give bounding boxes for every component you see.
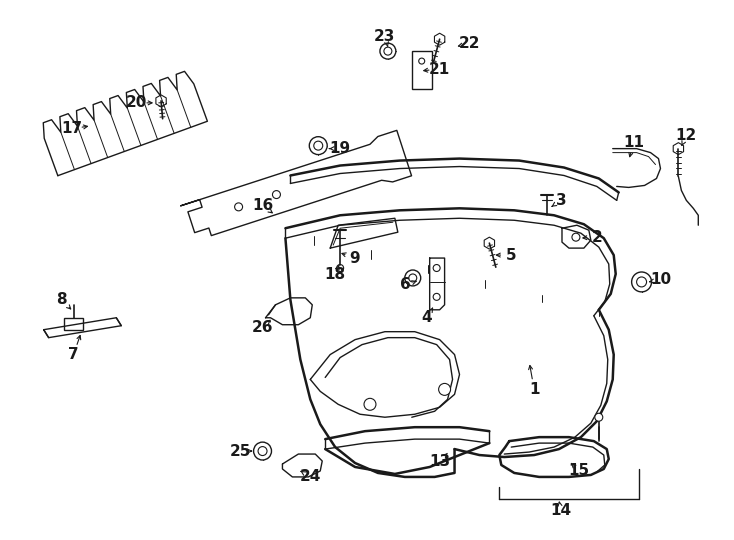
Text: 23: 23 [374, 29, 396, 44]
Text: 10: 10 [650, 273, 671, 287]
Circle shape [309, 137, 327, 154]
Text: 17: 17 [61, 122, 82, 136]
Text: 3: 3 [556, 193, 567, 208]
Text: 21: 21 [429, 62, 450, 77]
Text: 14: 14 [550, 503, 572, 518]
Text: 26: 26 [252, 320, 273, 335]
Circle shape [253, 442, 272, 460]
Text: 22: 22 [459, 36, 480, 51]
Circle shape [439, 383, 451, 395]
Text: 4: 4 [421, 310, 432, 325]
Circle shape [595, 413, 603, 421]
Text: 18: 18 [324, 267, 346, 282]
Text: 15: 15 [568, 463, 589, 478]
Text: 12: 12 [676, 128, 697, 143]
Circle shape [364, 399, 376, 410]
Bar [412, 51, 432, 89]
Text: 7: 7 [68, 347, 79, 362]
Bar [64, 318, 84, 330]
Text: 11: 11 [623, 135, 644, 150]
Text: 2: 2 [592, 230, 602, 245]
Text: 13: 13 [429, 454, 450, 469]
Text: 5: 5 [506, 247, 517, 262]
Circle shape [632, 272, 652, 292]
Circle shape [380, 43, 396, 59]
Text: 24: 24 [299, 469, 321, 484]
Text: 20: 20 [126, 96, 147, 110]
Text: 8: 8 [57, 292, 67, 307]
Text: 1: 1 [529, 382, 539, 397]
Text: 9: 9 [349, 251, 360, 266]
Text: 6: 6 [401, 278, 411, 293]
Circle shape [636, 277, 647, 287]
Text: 19: 19 [330, 141, 351, 156]
Text: 25: 25 [230, 443, 251, 458]
Text: 16: 16 [252, 198, 273, 213]
